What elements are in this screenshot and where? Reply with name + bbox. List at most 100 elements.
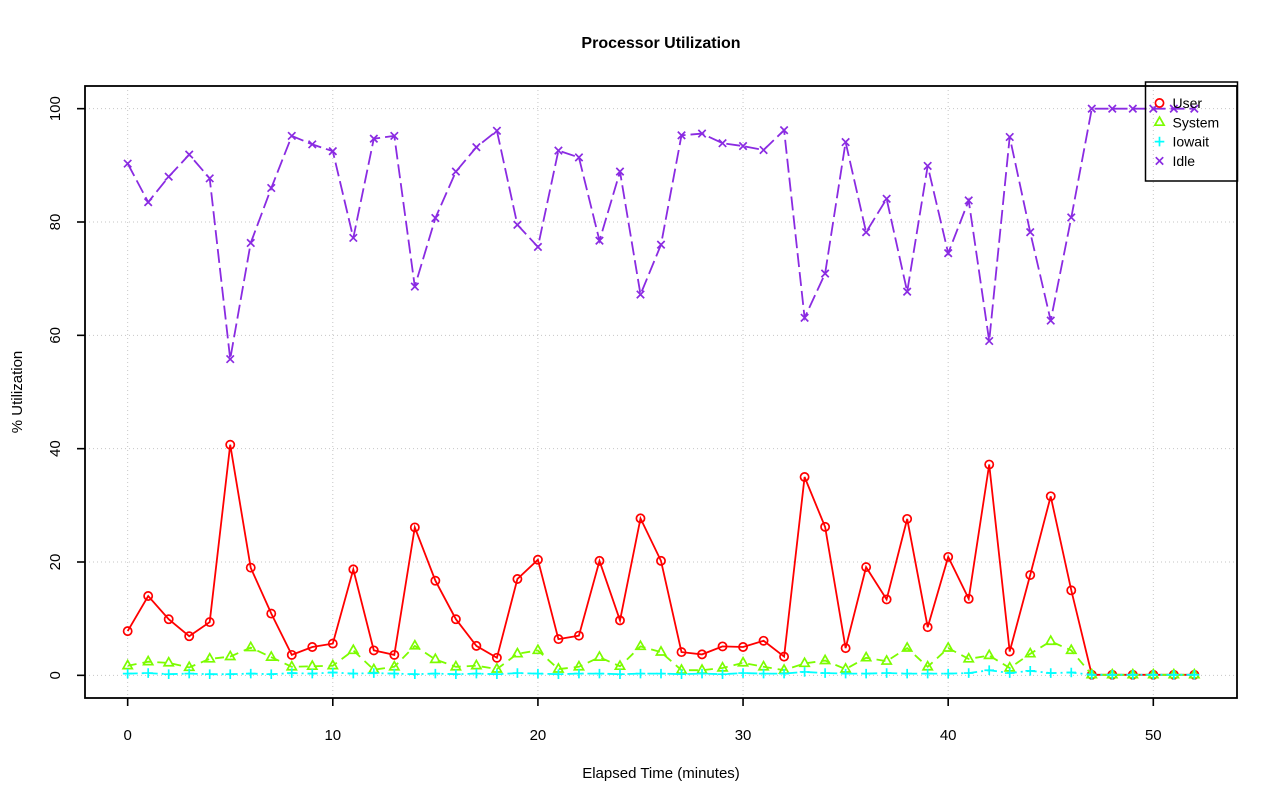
marker-iowait (676, 669, 687, 679)
marker-iowait (512, 668, 523, 678)
marker-system (901, 641, 914, 652)
marker-idle (123, 159, 132, 168)
series-line-user (126, 444, 1195, 676)
marker-iowait (1127, 669, 1138, 680)
marker-system (162, 655, 175, 667)
marker-system (1024, 646, 1037, 658)
grid-layer (85, 86, 1237, 698)
marker-system (224, 649, 237, 661)
legend-symbol-iowait (1154, 136, 1165, 147)
marker-system (244, 640, 257, 652)
marker-idle (779, 125, 789, 135)
x-axis-label: Elapsed Time (minutes) (582, 765, 740, 782)
marker-idle (677, 130, 686, 140)
marker-iowait (327, 667, 338, 678)
marker-idle (1190, 104, 1199, 113)
marker-idle (472, 142, 481, 152)
marker-user (389, 649, 400, 660)
y-tick-label: 60 (47, 327, 64, 344)
marker-idle (1107, 104, 1117, 113)
marker-system (306, 659, 319, 671)
marker-user (943, 551, 954, 562)
x-tick-label: 20 (530, 727, 547, 744)
marker-idle (143, 197, 153, 207)
marker-user (348, 564, 359, 575)
marker-iowait (1086, 669, 1097, 680)
marker-user (1025, 570, 1036, 580)
marker-user (758, 635, 769, 646)
marker-idle (861, 227, 871, 237)
marker-iowait (245, 668, 256, 679)
marker-iowait (307, 668, 318, 679)
marker-iowait (225, 669, 236, 679)
marker-system (203, 651, 216, 663)
marker-user (491, 652, 502, 663)
marker-idle (800, 313, 809, 323)
marker-user (902, 513, 913, 524)
marker-idle (574, 153, 584, 162)
marker-system (1044, 634, 1057, 646)
marker-system (798, 656, 811, 668)
marker-idle (287, 131, 297, 141)
marker-idle (307, 140, 317, 149)
marker-user (820, 521, 831, 532)
marker-system (634, 639, 647, 651)
marker-iowait (922, 668, 933, 679)
marker-idle (636, 290, 645, 299)
marker-iowait (266, 669, 277, 679)
marker-system (736, 655, 750, 667)
marker-user (245, 562, 256, 573)
marker-iowait (143, 668, 153, 678)
marker-iowait (410, 669, 420, 679)
marker-user (307, 642, 318, 652)
marker-idle (246, 238, 256, 248)
marker-idle (1005, 132, 1015, 142)
marker-idle (738, 141, 748, 151)
marker-user (471, 640, 482, 651)
marker-iowait (451, 669, 461, 679)
marker-system (942, 641, 955, 652)
marker-iowait (348, 668, 359, 679)
marker-idle (1169, 104, 1179, 113)
marker-iowait (963, 668, 974, 678)
marker-iowait (1004, 668, 1015, 678)
marker-idle (328, 146, 338, 156)
marker-idle (533, 242, 543, 252)
marker-iowait (656, 668, 666, 679)
marker-idle (1128, 104, 1138, 113)
marker-user (881, 594, 892, 605)
marker-iowait (799, 667, 810, 677)
y-tick-label: 0 (47, 671, 64, 679)
marker-idle (349, 233, 358, 243)
marker-system (429, 652, 442, 664)
x-tick-label: 30 (735, 727, 752, 744)
marker-user (184, 631, 195, 642)
marker-idle (513, 220, 522, 230)
marker-system (860, 650, 873, 662)
marker-system (142, 654, 155, 666)
marker-system (265, 650, 278, 661)
marker-idle (554, 146, 563, 155)
marker-system (121, 658, 134, 670)
marker-system (511, 646, 524, 658)
marker-user (738, 642, 749, 652)
marker-system (408, 638, 421, 650)
marker-idle (595, 236, 604, 246)
marker-user (1045, 491, 1056, 502)
marker-idle (164, 172, 173, 181)
marker-iowait (1066, 667, 1077, 678)
marker-idle (984, 336, 994, 346)
marker-idle (205, 174, 215, 183)
marker-iowait (163, 669, 174, 679)
marker-system (326, 658, 339, 670)
marker-user (984, 459, 995, 470)
marker-iowait (471, 668, 482, 679)
marker-iowait (492, 669, 502, 679)
marker-iowait (881, 668, 892, 678)
marker-user (963, 593, 974, 604)
marker-idle (1025, 227, 1035, 237)
marker-idle (184, 150, 194, 159)
marker-system (880, 654, 893, 665)
